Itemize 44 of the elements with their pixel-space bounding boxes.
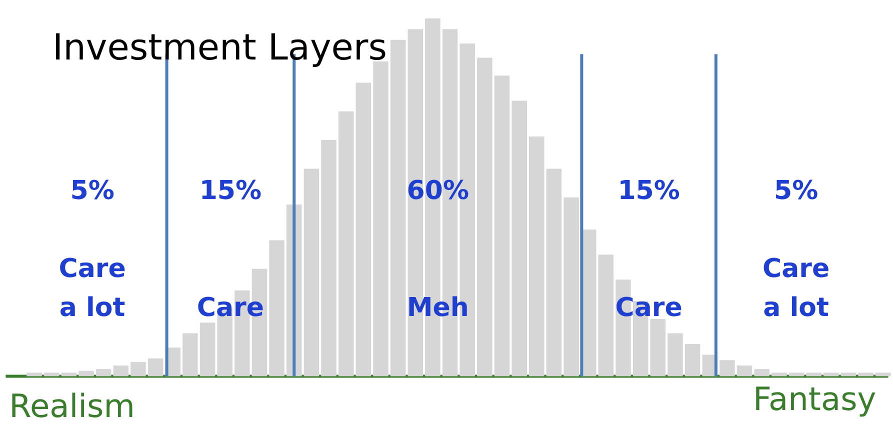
bar [806,372,822,376]
bar [512,100,527,376]
bar [44,372,60,376]
bar [477,58,492,376]
bar [840,372,856,376]
bar [61,372,77,376]
bar [598,254,614,376]
bar [788,372,804,376]
bar [148,358,164,376]
bar [546,168,562,376]
bar [269,240,284,376]
chart-title: Investment Layers [52,28,387,68]
bar [875,372,891,376]
text: 15% Care [615,176,682,323]
bar [356,82,372,376]
bar [772,372,787,376]
bar [858,372,874,376]
bar [390,40,406,376]
bar [564,197,579,376]
bar [736,366,752,376]
bar [650,318,666,376]
text: Fantasy [753,380,876,418]
text: 5% Care a lot [58,176,126,323]
bar [824,372,839,376]
bar [304,168,320,376]
bar [321,140,336,376]
bar [26,372,42,376]
bar [113,366,129,376]
bar [130,362,146,376]
bar [529,136,544,376]
bar [96,369,112,376]
text: 15% Care [196,176,264,323]
bar [668,333,683,376]
bar [338,111,354,376]
text: Realism [9,386,135,425]
text: 5% Care a lot [762,176,830,323]
bar [754,369,770,376]
bar [78,370,94,376]
bar [684,344,700,376]
bar [200,322,216,376]
bar [494,76,510,376]
bar [182,333,198,376]
text: 60% Meh [406,176,470,323]
bar [720,360,735,376]
